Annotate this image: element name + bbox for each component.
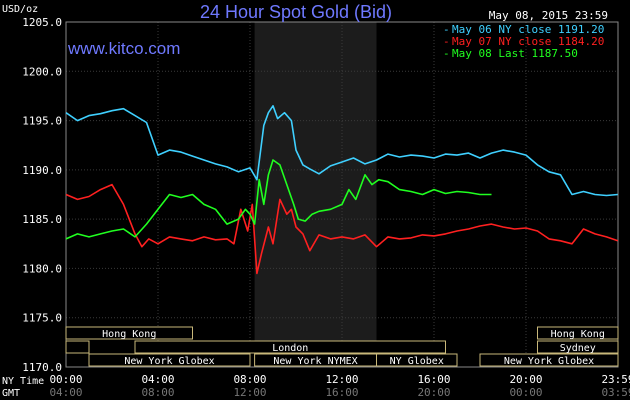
market-session-box [376,353,458,367]
legend-may06-label: May 06 NY close 1191.20 [452,23,604,36]
market-session-box [65,326,193,340]
chart-date: May 08, 2015 23:59 [489,9,608,22]
y-tick-label: 1175.0 [22,312,62,325]
y-tick-label: 1185.0 [22,213,62,226]
nymex-session-shade [254,22,377,367]
market-session-label: NY Globex [390,356,444,367]
x-tick-label: 12:00 [325,373,358,386]
market-session-label: New York Globex [124,356,214,367]
legend-may08-label: May 08 Last 1187.50 [452,47,578,60]
gmt-tick-label: 03:59 [601,386,630,399]
legend: - May 06 NY close 1191.20 - May 07 NY cl… [443,23,604,60]
y-tick-label: 1170.0 [22,361,62,374]
market-session-box [134,340,446,354]
y-axis-label: USD/oz [2,4,38,15]
y-tick-label: 1205.0 [22,16,62,29]
market-session-label: Hong Kong [102,329,156,340]
gmt-tick-label: 00:00 [509,386,542,399]
series-line-may08 [65,159,492,240]
gmt-tick-label: 08:00 [141,386,174,399]
series-line-may07 [65,183,619,275]
market-session-box [537,340,619,354]
market-session-box [88,353,251,367]
legend-may08: - [443,47,450,60]
x-tick-label: 20:00 [509,373,542,386]
market-session-box [479,353,619,367]
legend-may07-label: May 07 NY close 1184.20 [452,35,604,48]
market-session-box [65,340,90,354]
y-tick-label: 1200.0 [22,65,62,78]
y-tick-label: 1190.0 [22,164,62,177]
market-session-label: Sydney [560,343,596,354]
market-session-label: New York NYMEX [273,356,357,367]
gmt-tick-label: 04:00 [49,386,82,399]
gmt-tick-label: 12:00 [233,386,266,399]
x-tick-label: 08:00 [233,373,266,386]
market-session-label: London [272,343,308,354]
legend-may07: - [443,35,450,48]
chart-title: 24 Hour Spot Gold (Bid) [200,2,392,22]
site-watermark: www.kitco.com [67,39,180,58]
x-tick-label: 00:00 [49,373,82,386]
market-session-label: New York Globex [504,356,594,367]
legend-may06: - [443,23,450,36]
x-tick-label: 04:00 [141,373,174,386]
x-tick-label: 16:00 [417,373,450,386]
x-axis-label-gmt: GMT [2,388,20,399]
y-tick-label: 1195.0 [22,115,62,128]
x-axis-label-ny: NY Time [2,376,44,387]
gmt-tick-label: 20:00 [417,386,450,399]
y-tick-label: 1180.0 [22,262,62,275]
series-line-may06 [65,105,618,197]
market-session-label: Hong Kong [551,329,605,340]
gmt-tick-label: 16:00 [325,386,358,399]
x-tick-label: 23:59 [601,373,630,386]
market-session-box [537,326,619,340]
